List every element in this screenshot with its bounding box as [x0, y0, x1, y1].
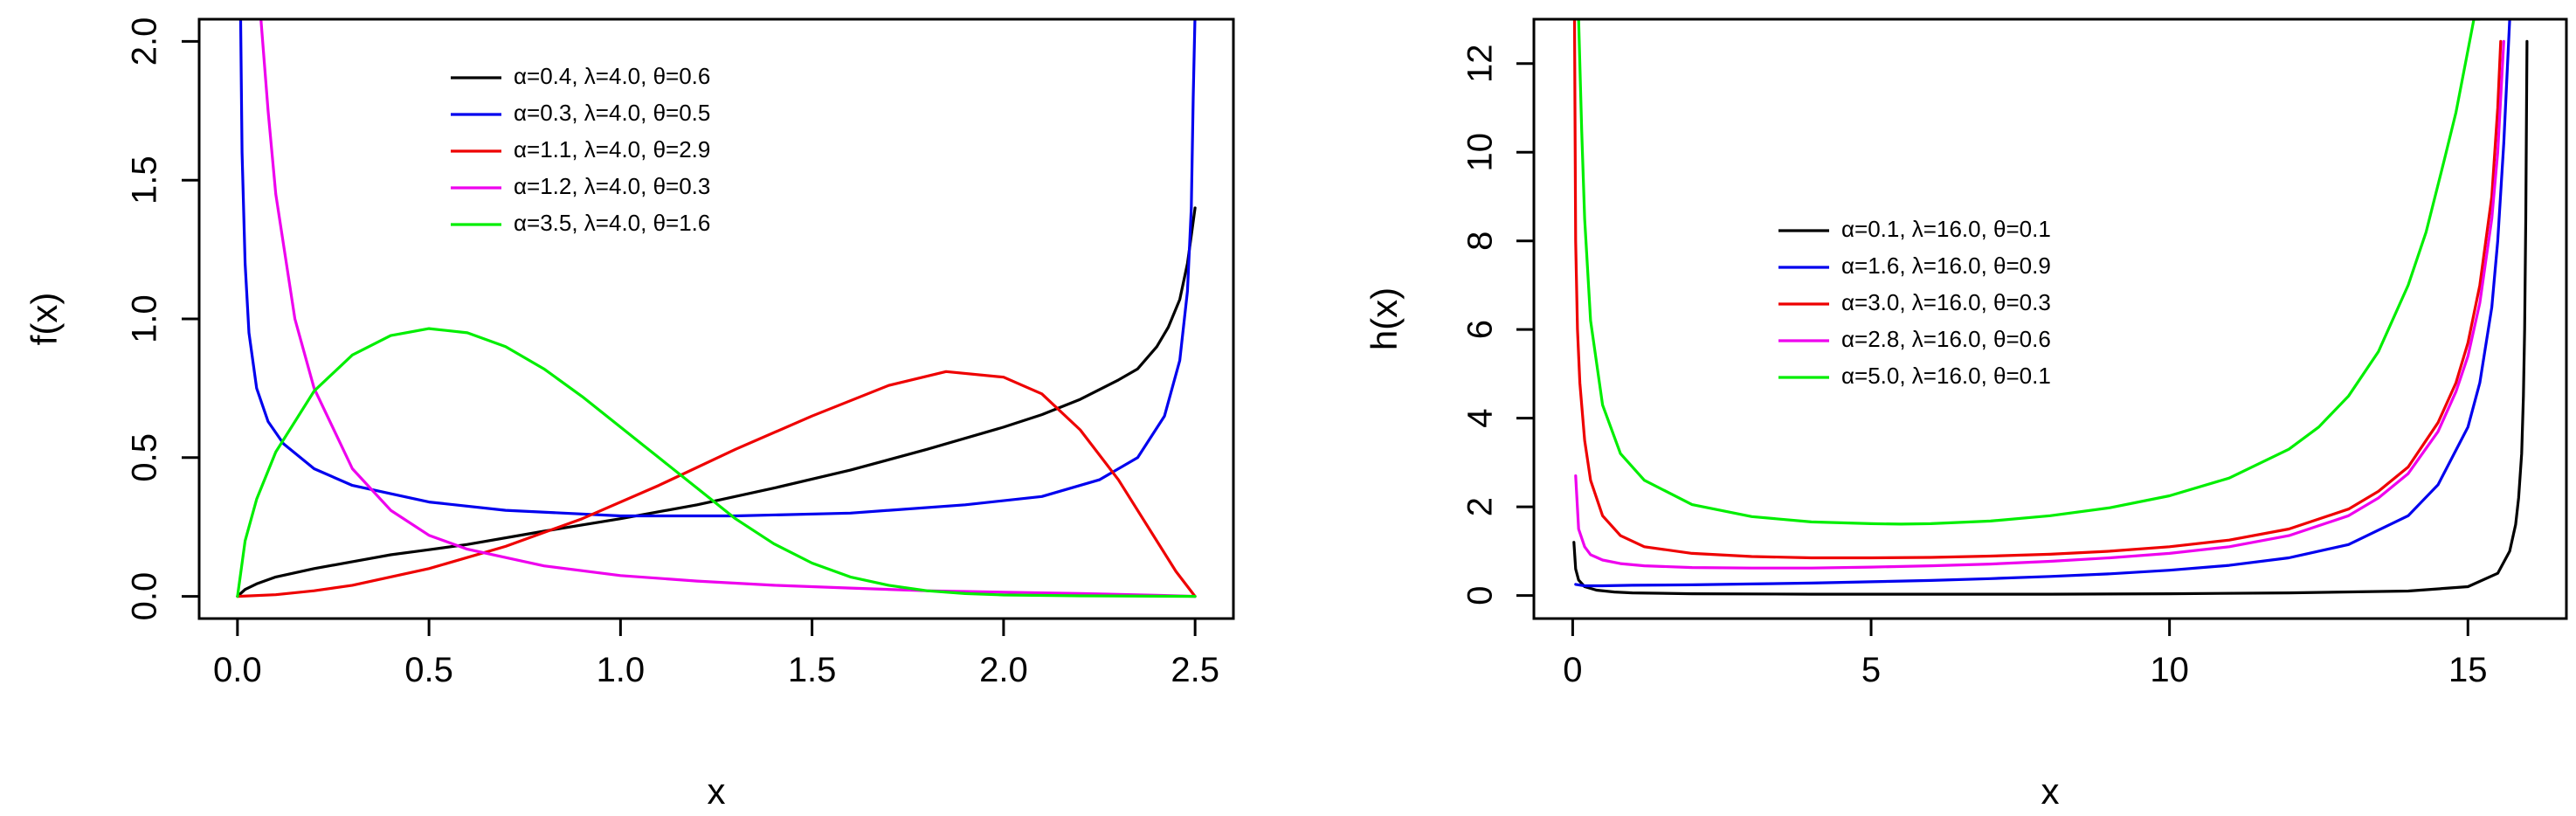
hazard-plot: 0 5 10 15 x 0 2 4 6 8 10 12 h(x) α=0.1, λ=16.0, θ=0.1… — [1364, 17, 2568, 812]
y-tick-label: 12 — [1461, 44, 1500, 83]
series-line-2 — [236, 370, 1197, 598]
legend-label-2: α=3.0, λ=16.0, θ=0.3 — [1841, 289, 2051, 315]
y-tick-label: 10 — [1461, 133, 1500, 172]
x-tick-label: 15 — [2448, 651, 2488, 689]
y-tick-label: 6 — [1461, 320, 1500, 339]
series-line-3 — [1574, 39, 2505, 570]
y-tick-label: 8 — [1461, 232, 1500, 251]
y-tick-label: 4 — [1461, 409, 1500, 428]
x-tick-label: 0 — [1563, 651, 1582, 689]
series-line-0 — [1572, 39, 2529, 596]
x-axis-label: x — [708, 771, 726, 812]
series-line-2 — [1572, 19, 2503, 560]
series-line-1 — [238, 19, 1197, 518]
legend-label-0: α=0.1, λ=16.0, θ=0.1 — [1841, 216, 2051, 242]
x-tick-label: 5 — [1861, 651, 1881, 689]
y-tick-label: 0.0 — [126, 572, 164, 621]
legend: α=0.4, λ=4.0, θ=0.6 α=0.3, λ=4.0, θ=0.5 α=… — [451, 63, 710, 236]
y-tick-label: 0.5 — [126, 433, 164, 482]
x-tick-label: 2.5 — [1171, 651, 1219, 689]
legend-label-3: α=1.2, λ=4.0, θ=0.3 — [514, 173, 710, 199]
x-tick-label: 2.0 — [979, 651, 1028, 689]
y-tick-label: 2.0 — [126, 17, 164, 66]
legend-label-3: α=2.8, λ=16.0, θ=0.6 — [1841, 326, 2051, 352]
series-line-4 — [1577, 19, 2482, 526]
x-tick-label: 0.0 — [213, 651, 262, 689]
legend-label-2: α=1.1, λ=4.0, θ=2.9 — [514, 136, 710, 163]
y-tick-label: 0 — [1461, 585, 1500, 605]
series-line-1 — [1574, 19, 2511, 588]
x-tick-label: 10 — [2150, 651, 2189, 689]
series-line-4 — [236, 327, 1197, 598]
legend-label-4: α=5.0, λ=16.0, θ=0.1 — [1841, 363, 2051, 389]
x-tick-label: 1.0 — [597, 651, 646, 689]
x-axis-label: x — [2041, 771, 2060, 812]
legend-label-1: α=0.3, λ=4.0, θ=0.5 — [514, 100, 710, 126]
x-tick-label: 1.5 — [788, 651, 837, 689]
legend-label-1: α=1.6, λ=16.0, θ=0.9 — [1841, 252, 2051, 279]
plot-frame — [197, 17, 1235, 620]
y-axis-label: h(x) — [1364, 287, 1405, 350]
series-group — [236, 19, 1197, 598]
density-plot: 0.0 0.5 1.0 1.5 2.0 2.5 x 0.0 0.5 1.0 1.5 2.0 f(x) α=… — [24, 17, 1235, 812]
legend: α=0.1, λ=16.0, θ=0.1 α=1.6, λ=16.0, θ=0.9… — [1778, 216, 2051, 389]
legend-label-4: α=3.5, λ=4.0, θ=1.6 — [514, 210, 710, 236]
plot-frame — [1532, 17, 2568, 620]
y-axis-label: f(x) — [24, 293, 65, 346]
series-line-0 — [236, 206, 1197, 598]
y-tick-label: 1.0 — [126, 294, 164, 343]
x-tick-label: 0.5 — [404, 651, 453, 689]
y-tick-label: 1.5 — [126, 156, 164, 204]
y-tick-label: 2 — [1461, 497, 1500, 516]
series-group — [1572, 19, 2529, 596]
series-line-3 — [259, 19, 1197, 598]
legend-label-0: α=0.4, λ=4.0, θ=0.6 — [514, 63, 710, 89]
